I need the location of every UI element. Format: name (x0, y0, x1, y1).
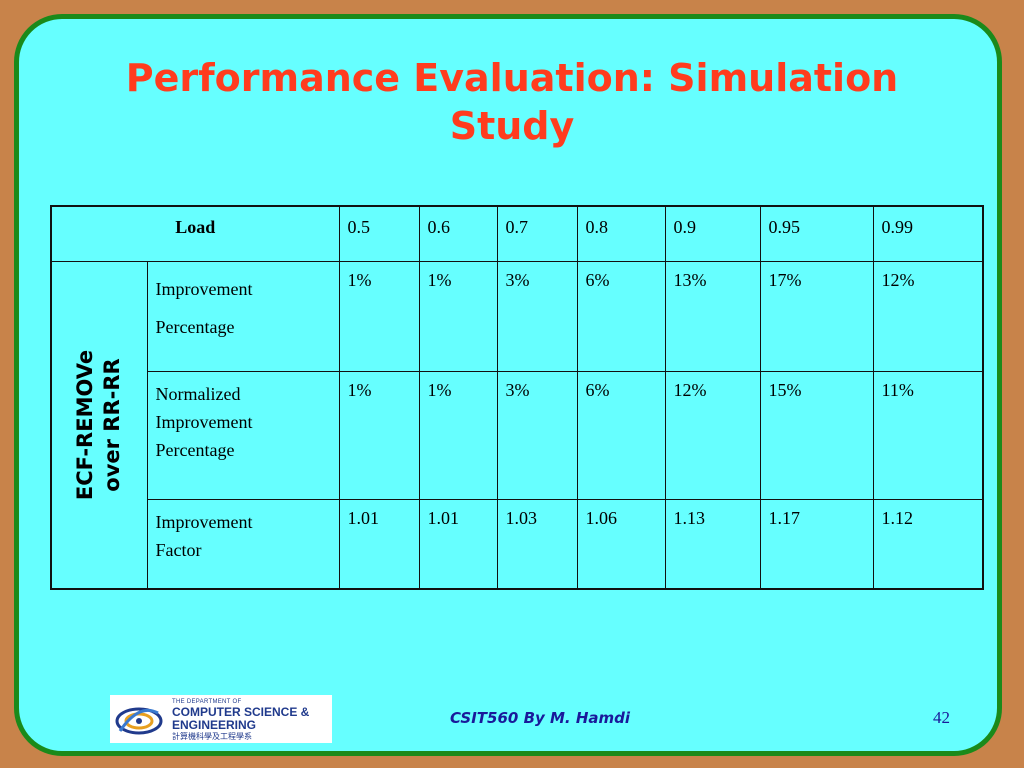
header-row: Load 0.5 0.6 0.7 0.8 0.9 0.95 0.99 (50, 205, 984, 262)
row-label: Improvement Percentage (146, 260, 340, 372)
row-label-line: Improvement (155, 411, 253, 432)
cell-value: 1.06 (576, 498, 666, 590)
group-label: ECF-REMOVe over RR-RR (72, 350, 126, 500)
row-label-line: Factor (155, 539, 202, 560)
row-label-line: Percentage (155, 439, 235, 460)
load-value: 0.6 (418, 205, 498, 262)
group-label-cell: ECF-REMOVe over RR-RR (50, 260, 148, 590)
table-row: Improvement Factor 1.01 1.01 1.03 1.06 1… (51, 498, 984, 590)
cell-value: 1.12 (872, 498, 984, 590)
row-label-line: Normalized (155, 383, 241, 404)
logo-line-4: 計算機科學及工程學系 (172, 732, 252, 741)
cell-value: 1% (338, 370, 420, 500)
cell-value: 1% (338, 260, 420, 372)
title-line-1: Performance Evaluation: Simulation (125, 56, 899, 100)
cell-value: 6% (576, 260, 666, 372)
load-value: 0.5 (338, 205, 420, 262)
row-label-line: Improvement (155, 511, 253, 532)
cell-value: 12% (872, 260, 984, 372)
cell-value: 1.03 (496, 498, 578, 590)
load-header: Load (50, 205, 340, 262)
footer-course-label: CSIT560 By M. Hamdi (449, 709, 631, 727)
cell-value: 17% (759, 260, 874, 372)
logo-line-2: COMPUTER SCIENCE & (172, 705, 310, 719)
group-label-line-2: over RR-RR (100, 358, 125, 492)
slide-title: Performance Evaluation: Simulation Study (0, 54, 1024, 150)
row-label-line: Percentage (155, 316, 235, 337)
cell-value: 3% (496, 370, 578, 500)
department-logo: THE DEPARTMENT OF COMPUTER SCIENCE & ENG… (110, 695, 332, 743)
row-label: Improvement Factor (146, 498, 340, 590)
load-value: 0.8 (576, 205, 666, 262)
load-value: 0.7 (496, 205, 578, 262)
row-label: Normalized Improvement Percentage (146, 370, 340, 500)
load-value: 0.99 (872, 205, 984, 262)
cell-value: 1.17 (759, 498, 874, 590)
load-value: 0.95 (759, 205, 874, 262)
cell-value: 3% (496, 260, 578, 372)
cell-value: 13% (664, 260, 761, 372)
table-row: Normalized Improvement Percentage 1% 1% … (51, 370, 984, 500)
department-logo-icon (115, 707, 163, 735)
cell-value: 12% (664, 370, 761, 500)
table-row: ECF-REMOVe over RR-RR Improvement Percen… (50, 260, 984, 590)
logo-line-3: ENGINEERING (172, 718, 257, 732)
cell-value: 1% (418, 260, 498, 372)
page-number: 42 (933, 708, 950, 727)
cell-value: 1.01 (338, 498, 420, 590)
results-table: Load 0.5 0.6 0.7 0.8 0.9 0.95 0.99 ECF-R… (50, 205, 984, 590)
cell-value: 1% (418, 370, 498, 500)
cell-value: 11% (872, 370, 984, 500)
group-label-line-1: ECF-REMOVe (73, 349, 98, 500)
logo-text: THE DEPARTMENT OF COMPUTER SCIENCE & ENG… (172, 698, 309, 742)
title-line-2: Study (449, 104, 575, 148)
cell-value: 15% (759, 370, 874, 500)
cell-value: 6% (576, 370, 666, 500)
logo-line-1: THE DEPARTMENT OF (172, 699, 242, 705)
cell-value: 1.13 (664, 498, 761, 590)
load-value: 0.9 (664, 205, 761, 262)
cell-value: 1.01 (418, 498, 498, 590)
row-label-line: Improvement (155, 278, 253, 299)
